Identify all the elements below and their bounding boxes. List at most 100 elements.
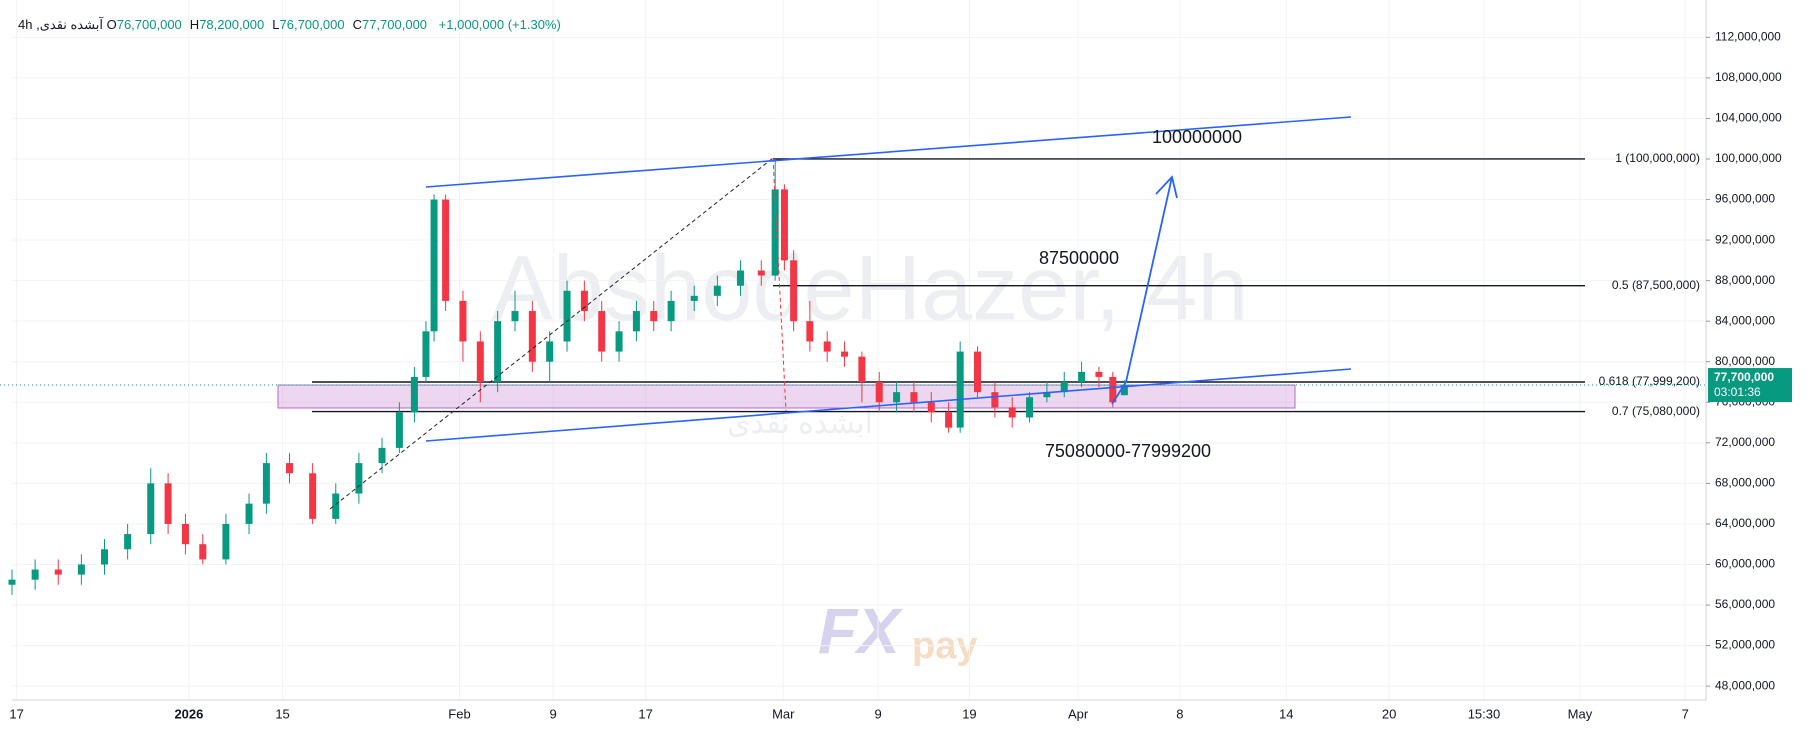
x-tick-label: 17: [638, 706, 652, 721]
candle-body: [780, 189, 788, 261]
candle-body: [309, 473, 317, 519]
candle-body: [164, 483, 172, 524]
candle-body: [841, 351, 849, 357]
candle-body: [245, 503, 253, 524]
watermark: AbshodeHazer, 4h: [492, 237, 1249, 339]
ohlc-key: H: [189, 17, 200, 32]
candle-body: [771, 189, 779, 276]
candle-body: [395, 412, 403, 448]
watermark-symbol: آبشده نقدی: [727, 404, 875, 440]
candle-body: [378, 447, 386, 464]
candle-body: [563, 290, 571, 342]
fib-label: 0.7 (75,080,000): [1612, 404, 1700, 418]
candle-body: [910, 392, 918, 403]
candle-body: [332, 493, 340, 519]
candle-body: [355, 463, 363, 494]
fib-label: 0.5 (87,500,000): [1612, 278, 1700, 292]
candle-body: [1060, 382, 1068, 393]
x-tick-label: 2026: [174, 706, 203, 721]
candle-body: [410, 376, 418, 413]
zone: [277, 384, 1296, 409]
drawings: [329, 116, 1352, 510]
candle-body: [546, 341, 554, 362]
candle-body: [476, 341, 484, 383]
candle-body: [1026, 397, 1034, 418]
ohlc-value: 76,700,000: [116, 17, 182, 32]
price-label: 77,700,000: [1714, 370, 1774, 384]
y-tick-label: 92,000,000: [1715, 232, 1775, 246]
candle-body: [893, 392, 901, 403]
fib-trend: [329, 157, 774, 510]
y-tick-label: 64,000,000: [1715, 516, 1775, 530]
dashed-drop: [772, 157, 787, 412]
x-tick-label: 20: [1382, 706, 1396, 721]
annotation: 100000000: [1152, 127, 1242, 147]
y-tick-label: 96,000,000: [1715, 192, 1775, 206]
countdown: 03:01:36: [1714, 385, 1761, 399]
arrow-head: [1155, 175, 1178, 199]
y-tick-label: 108,000,000: [1715, 70, 1782, 84]
x-tick-label: 15: [275, 706, 289, 721]
candle-body: [459, 300, 467, 342]
candle-body: [286, 463, 294, 474]
symbol: آبشده نقدی, 4h: [18, 17, 103, 32]
candle-body: [650, 311, 658, 322]
x-tick-label: 17: [9, 706, 23, 721]
candle-body: [580, 290, 588, 312]
candle-body: [101, 549, 109, 565]
fib-label: 1 (100,000,000): [1615, 151, 1700, 165]
fib-label: 0.618 (77,999,200): [1599, 374, 1700, 388]
y-tick-label: 84,000,000: [1715, 313, 1775, 327]
ohlc-key: O: [106, 17, 117, 32]
annotation: 87500000: [1039, 248, 1119, 268]
candle-body: [974, 351, 982, 393]
candle-body: [222, 523, 230, 560]
x-tick-label: 9: [874, 706, 881, 721]
channel-top: [425, 116, 1352, 188]
candle-body: [1095, 371, 1103, 377]
candle-body: [1008, 407, 1016, 418]
y-tick-label: 100,000,000: [1715, 151, 1782, 165]
ohlc-key: C: [352, 17, 362, 32]
candle-body: [598, 311, 606, 352]
candle-body: [442, 199, 450, 301]
candle-body: [806, 321, 814, 342]
y-tick-label: 72,000,000: [1715, 435, 1775, 449]
y-tick-label: 52,000,000: [1715, 638, 1775, 652]
y-tick-label: 56,000,000: [1715, 597, 1775, 611]
candle-body: [430, 199, 438, 332]
x-tick-label: 15:30: [1468, 706, 1501, 721]
candle-body: [875, 382, 883, 403]
candle-body: [1078, 371, 1086, 383]
arrow: [1111, 176, 1173, 405]
y-tick-label: 112,000,000: [1715, 30, 1781, 44]
candle-body: [1109, 376, 1117, 403]
x-tick-label: 19: [962, 706, 976, 721]
candle-body: [823, 341, 831, 352]
candle-body: [1120, 385, 1128, 396]
candle-body: [790, 260, 798, 322]
candle-body: [945, 412, 953, 428]
price-box: [1708, 368, 1792, 403]
candle-body: [736, 270, 744, 286]
change: +1,000,000 (+1.30%): [438, 17, 561, 32]
candle-body: [757, 270, 765, 276]
candle-body: [262, 463, 270, 504]
candle-body: [147, 483, 155, 535]
x-tick-label: Apr: [1068, 706, 1089, 721]
logo-fx: FX: [818, 595, 903, 667]
ohlc-value: 76,700,000: [279, 17, 345, 32]
candle-body: [494, 321, 502, 383]
candle-body: [77, 564, 85, 575]
candle-body: [858, 356, 866, 383]
candle-body: [956, 351, 964, 428]
ohlc-value: 78,200,000: [199, 17, 265, 32]
ohlc-key: L: [272, 17, 280, 32]
candle-body: [927, 402, 935, 413]
y-tick-label: 104,000,000: [1715, 111, 1782, 125]
x-tick-label: 8: [1176, 706, 1183, 721]
ohlc-value: 77,700,000: [361, 17, 428, 32]
annotation: 75080000-77999200: [1045, 441, 1211, 461]
